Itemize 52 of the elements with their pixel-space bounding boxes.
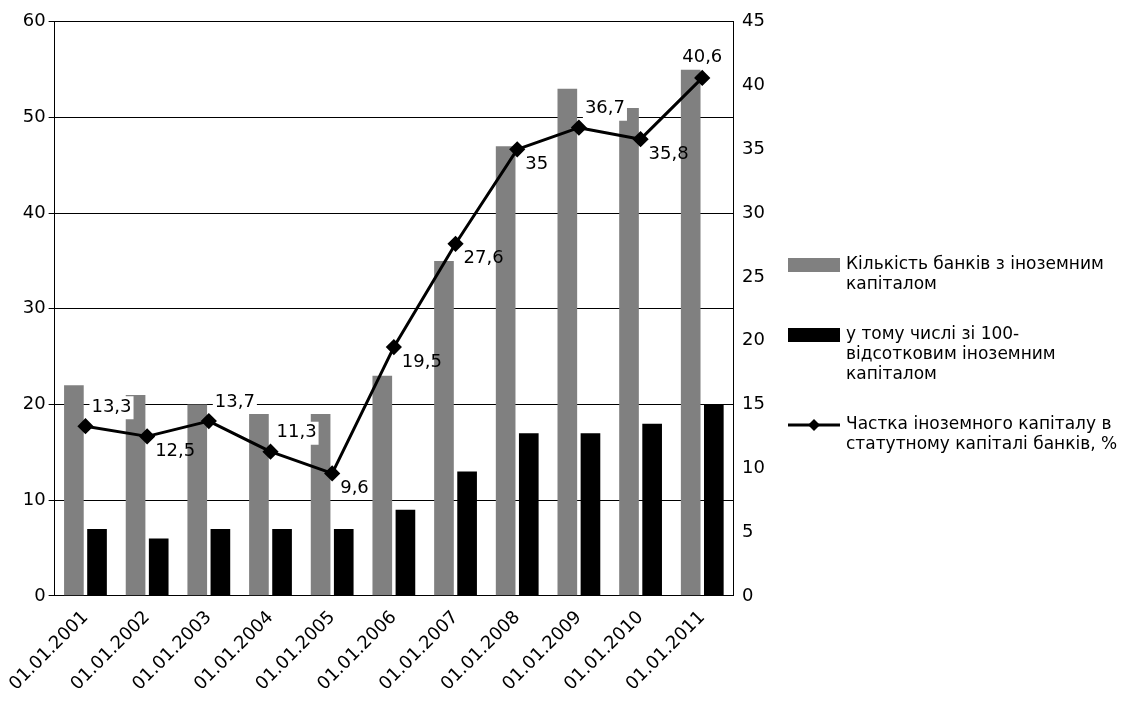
point	[77, 418, 93, 434]
bar	[210, 528, 231, 596]
data-label: 40,6	[682, 44, 723, 66]
bar	[64, 385, 84, 596]
y2-tick-label: 40	[742, 73, 765, 95]
y-tick-label: 60	[22, 9, 46, 31]
point	[509, 141, 525, 157]
y2-tick-label: 0	[742, 583, 754, 605]
data-label: 35	[525, 152, 549, 174]
legend-label: у тому числі зі 100-відсотковим іноземним капіталом	[846, 323, 1057, 383]
bar	[333, 528, 354, 596]
data-label: 27,6	[463, 246, 504, 268]
point	[694, 70, 710, 86]
y2-tick-label: 15	[742, 392, 765, 414]
point	[324, 465, 340, 481]
bar	[148, 538, 169, 596]
point	[571, 120, 587, 136]
point	[448, 236, 464, 252]
y-tick-label: 40	[22, 200, 46, 222]
bar	[372, 375, 393, 596]
point	[201, 413, 217, 429]
data-label: 13,7	[214, 389, 255, 411]
legend-label: Частка іноземного капіталу в статутному капіталі банків, %	[846, 413, 1118, 453]
point	[633, 131, 649, 147]
bar	[272, 528, 292, 596]
y-tick-label: 50	[22, 105, 46, 127]
y2-tick-label: 25	[742, 264, 765, 286]
y2-tick-label: 45	[742, 9, 765, 31]
bar	[395, 509, 416, 596]
data-label: 13,3	[91, 394, 132, 416]
data-label: 19,5	[401, 349, 442, 371]
data-label: 36,7	[584, 96, 625, 118]
point	[386, 339, 402, 355]
bar	[249, 414, 269, 596]
y-tick-label: 10	[22, 487, 46, 509]
data-label: 35,8	[648, 141, 689, 163]
y2-tick-label: 10	[742, 455, 765, 477]
data-label: 9,6	[340, 476, 369, 498]
y2-tick-label: 35	[742, 137, 765, 159]
data-label: 12,5	[155, 439, 196, 461]
bar	[557, 88, 578, 596]
bar	[87, 528, 107, 596]
y2-tick-label: 20	[742, 328, 765, 350]
data-label: 11,3	[276, 420, 317, 442]
y2-tick-label: 5	[742, 519, 754, 541]
y-tick-label: 20	[22, 392, 46, 414]
point	[263, 444, 278, 460]
point	[139, 428, 155, 444]
y2-tick-label: 30	[742, 200, 765, 222]
y-tick-label: 30	[22, 296, 46, 318]
y-tick-label: 0	[34, 583, 46, 605]
legend-label: Кількість банків з іноземним капіталом	[846, 253, 1105, 293]
